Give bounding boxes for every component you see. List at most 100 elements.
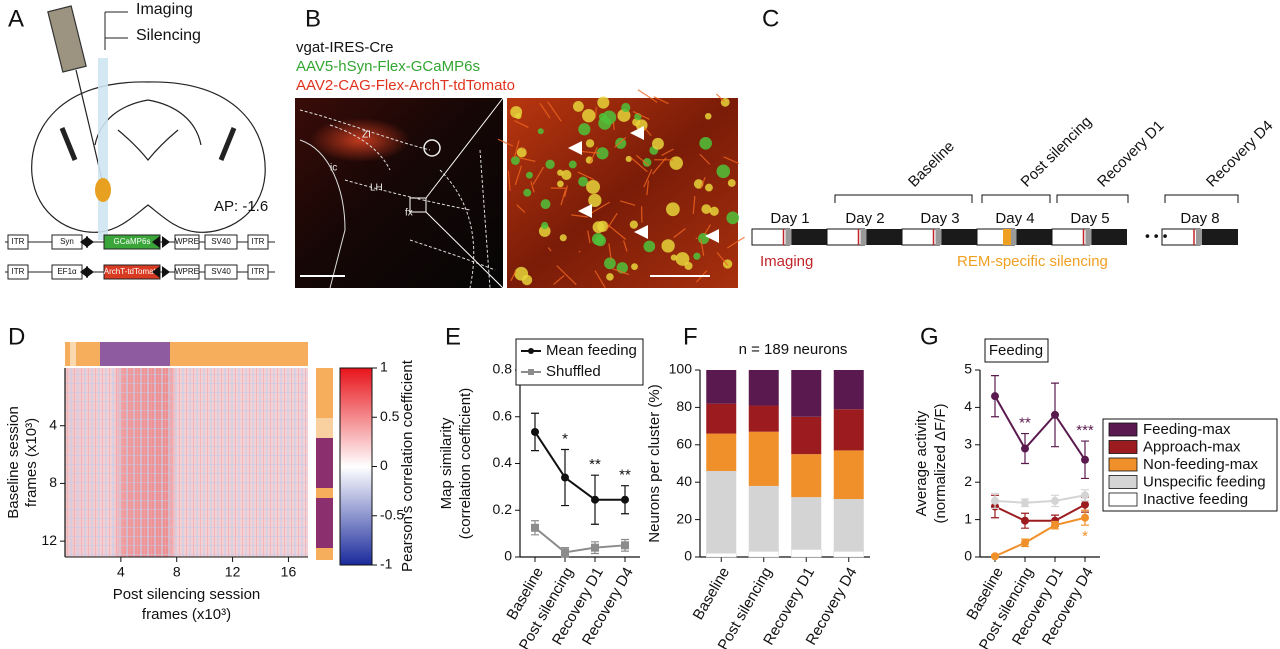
fiber xyxy=(532,166,545,185)
fiber-bracket xyxy=(104,11,128,50)
cell xyxy=(559,234,567,242)
point xyxy=(1021,498,1029,507)
fx-outline xyxy=(423,139,441,157)
fiber xyxy=(605,212,618,231)
timeline xyxy=(751,228,1238,246)
lox-site xyxy=(80,266,88,278)
cell xyxy=(604,257,616,270)
session-box xyxy=(1085,229,1092,245)
fiber xyxy=(497,138,514,147)
significance: * xyxy=(562,430,568,447)
construct-label: ITR xyxy=(12,237,25,246)
construct-element xyxy=(247,234,269,250)
y-tick-label: 5 xyxy=(964,361,972,377)
session-box xyxy=(860,229,867,245)
day-dark xyxy=(1089,229,1127,245)
cell xyxy=(704,112,712,120)
colorbar-tick-label: -0.5 xyxy=(380,506,404,522)
point xyxy=(561,473,569,482)
colorbar xyxy=(339,367,373,566)
bar-segment xyxy=(833,370,864,410)
arrowhead xyxy=(568,141,582,155)
heatmap-texture xyxy=(65,368,308,557)
cell xyxy=(675,252,690,266)
syringe xyxy=(47,5,87,73)
virus-label: AAV5-hSyn-Flex-GCaMP6s xyxy=(296,58,480,75)
cell xyxy=(591,232,605,246)
fiber xyxy=(560,189,567,206)
cell xyxy=(727,179,736,187)
cell xyxy=(597,96,610,109)
bar-segment xyxy=(748,405,779,432)
point xyxy=(591,543,599,552)
point xyxy=(991,552,999,561)
cell xyxy=(568,160,577,169)
point xyxy=(1021,516,1029,525)
construct-element xyxy=(174,234,200,250)
bar-segment xyxy=(791,497,822,550)
point xyxy=(621,495,629,504)
fiber xyxy=(652,157,667,175)
day-label: Day 5 xyxy=(1070,210,1109,227)
bar-segment xyxy=(748,431,779,486)
cell xyxy=(541,221,549,230)
panel-letter: A xyxy=(8,5,24,32)
fiber xyxy=(556,265,577,286)
fiber xyxy=(619,200,636,206)
zi-signal xyxy=(310,118,410,162)
mouse-line: vgat-IRES-Cre xyxy=(296,39,394,56)
legend-box xyxy=(515,338,644,386)
day-dark xyxy=(1200,229,1238,245)
cell xyxy=(615,137,627,149)
phase-bracket xyxy=(981,194,1051,203)
bar-segment xyxy=(833,551,865,558)
subtitle: n = 189 neurons xyxy=(739,341,848,358)
bar-segment xyxy=(833,450,864,500)
y-tick-label: 20 xyxy=(676,510,692,526)
y-tick-label: 0.4 xyxy=(493,454,513,470)
fiber xyxy=(695,237,698,240)
construct-label: WPRE xyxy=(175,267,199,276)
point xyxy=(1051,410,1059,419)
significance: * xyxy=(1082,528,1088,545)
chart-title: Feeding xyxy=(989,342,1043,359)
cell xyxy=(666,202,680,217)
phase-label: Recovery D4 xyxy=(1203,117,1276,190)
cell xyxy=(642,158,652,167)
bar-segment xyxy=(706,403,737,434)
cell xyxy=(699,136,712,150)
ventricles xyxy=(59,127,237,161)
fiber xyxy=(510,270,517,282)
fiber xyxy=(514,165,523,186)
bar-segment xyxy=(706,433,737,471)
cell xyxy=(661,239,675,253)
fiber xyxy=(673,228,686,239)
y-tick-label: 40 xyxy=(676,473,692,489)
session-box xyxy=(1010,229,1017,245)
atlas-outline xyxy=(299,139,346,289)
zoom-box xyxy=(409,197,427,213)
cell xyxy=(557,180,564,188)
fiber xyxy=(614,137,627,148)
session-box xyxy=(1196,229,1202,245)
construct-element xyxy=(174,264,200,280)
y-tick-label: 80 xyxy=(676,398,692,414)
cell xyxy=(643,240,656,253)
phase-bracket xyxy=(1056,194,1129,203)
fiber xyxy=(589,146,598,165)
day-dark xyxy=(939,229,977,245)
construct-label: WPRE xyxy=(175,237,199,246)
cell xyxy=(516,147,527,158)
construct-element xyxy=(7,264,29,280)
fiber xyxy=(590,201,611,215)
top-cluster-segment xyxy=(100,342,170,366)
phase-bracket xyxy=(1164,194,1239,203)
legend-label: Non-feeding-max xyxy=(1143,456,1259,473)
arrowhead xyxy=(578,204,592,218)
bar-segment xyxy=(833,409,864,451)
cell xyxy=(726,211,740,225)
y-tick-label: 12 xyxy=(41,532,57,548)
legend-swatch xyxy=(1108,457,1138,472)
arrowhead xyxy=(634,225,648,239)
arrowhead xyxy=(630,126,644,140)
